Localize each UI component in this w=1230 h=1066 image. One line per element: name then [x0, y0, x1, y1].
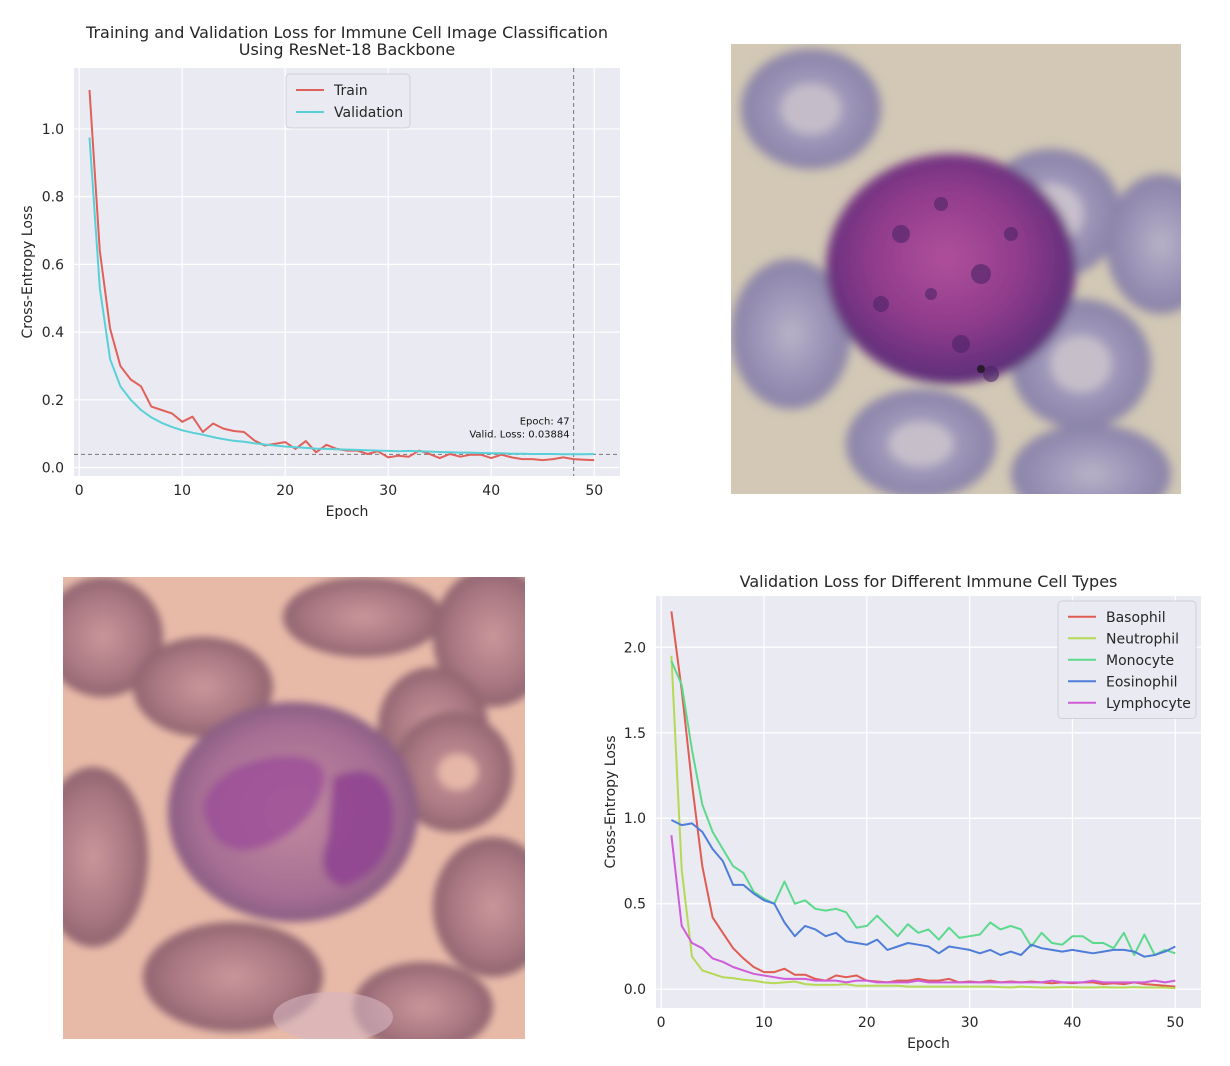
y-tick-label: 1.0 — [624, 811, 646, 827]
plot-area — [74, 68, 620, 476]
y-tick-label: 0.0 — [42, 461, 64, 477]
cell-image-bottom-left — [63, 577, 525, 1039]
x-tick-label: 40 — [1064, 1015, 1082, 1031]
legend-label: Monocyte — [1106, 653, 1174, 669]
series-line-validation — [88, 137, 595, 456]
chart-title: Validation Loss for Different Immune Cel… — [740, 572, 1118, 591]
x-tick-label: 20 — [858, 1015, 876, 1031]
y-tick-label: 0.0 — [624, 982, 646, 998]
legend-box — [1057, 600, 1197, 719]
y-axis-label: Cross-Entropy Loss — [20, 206, 36, 339]
x-tick-label: 20 — [276, 483, 294, 499]
series-line-monocyte — [670, 660, 1176, 956]
series-line-eosinophil — [670, 819, 1176, 958]
series-line-lymphocyte — [670, 835, 1176, 984]
cell-image-top-right — [731, 44, 1181, 494]
x-tick-label: 0 — [75, 483, 84, 499]
y-tick-label: 2.0 — [624, 640, 646, 656]
cell-image-top-right-svg — [731, 44, 1181, 494]
legend-label: Validation — [334, 105, 403, 121]
x-axis-label: Epoch — [907, 1036, 950, 1052]
x-axis-label: Epoch — [326, 504, 369, 520]
x-tick-label: 50 — [585, 483, 603, 499]
legend-label: Lymphocyte — [1106, 696, 1191, 712]
chart-subtitle: Using ResNet-18 Backbone — [239, 40, 456, 59]
annotation-epoch: Epoch: 47 — [520, 416, 570, 427]
x-tick-label: 40 — [482, 483, 500, 499]
y-tick-label: 0.8 — [42, 190, 64, 206]
cell-type-validation-loss-chart: Validation Loss for Different Immune Cel… — [595, 560, 1230, 1066]
y-tick-label: 0.4 — [42, 325, 64, 341]
x-tick-label: 30 — [379, 483, 397, 499]
y-tick-label: 0.6 — [42, 257, 64, 273]
x-tick-label: 0 — [657, 1015, 666, 1031]
legend-label: Neutrophil — [1106, 631, 1179, 647]
training-validation-loss-chart: Training and Validation Loss for Immune … — [0, 0, 640, 540]
cell-image-bottom-left-svg — [63, 577, 525, 1039]
x-tick-label: 10 — [755, 1015, 773, 1031]
y-axis-label: Cross-Entropy Loss — [603, 736, 619, 869]
x-tick-label: 10 — [173, 483, 191, 499]
y-tick-label: 1.5 — [624, 726, 646, 742]
legend-label: Train — [333, 83, 368, 99]
legend-label: Eosinophil — [1106, 674, 1178, 690]
x-tick-label: 50 — [1166, 1015, 1184, 1031]
x-tick-label: 30 — [961, 1015, 979, 1031]
chart-title: Training and Validation Loss for Immune … — [85, 23, 608, 42]
series-line-neutrophil — [670, 655, 1176, 990]
chart-1-svg: Validation Loss for Different Immune Cel… — [603, 572, 1201, 1052]
legend-label: Basophil — [1106, 610, 1166, 626]
series-line-basophil — [670, 611, 1176, 988]
y-tick-label: 1.0 — [42, 122, 64, 138]
y-tick-label: 0.2 — [42, 393, 64, 409]
chart-0-svg: Training and Validation Loss for Immune … — [20, 23, 620, 520]
y-tick-label: 0.5 — [624, 897, 646, 913]
annotation-loss: Valid. Loss: 0.03884 — [469, 429, 569, 440]
legend-box — [285, 73, 411, 129]
